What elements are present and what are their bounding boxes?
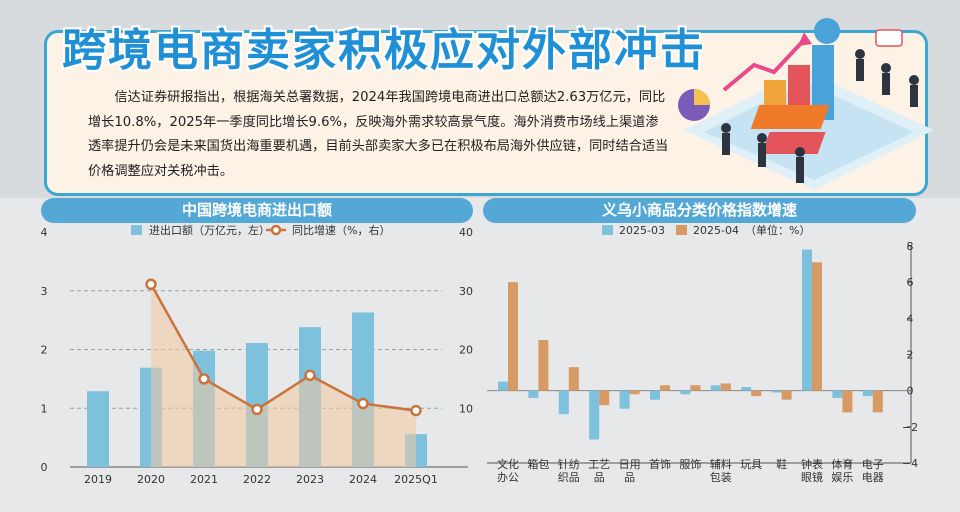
y-tick-label: 6 bbox=[907, 276, 914, 289]
y-tick-label: 4 bbox=[907, 312, 914, 325]
x-tick-label: 辅料 bbox=[710, 457, 732, 471]
left-chart-title: 中国跨境电商进出口额 bbox=[41, 198, 473, 223]
x-tick-label: 2023 bbox=[296, 473, 324, 486]
x-tick-label: 2024 bbox=[349, 473, 377, 486]
growth-point-2024 bbox=[357, 397, 369, 410]
bar-2025-03-体育娱乐 bbox=[832, 390, 843, 398]
bar-2025-03-钟表眼镜 bbox=[802, 249, 812, 391]
bar-2025-03-辅料包装 bbox=[710, 385, 721, 391]
page-title: 跨境电商卖家积极应对外部冲击 bbox=[62, 25, 706, 76]
x-tick-label: 2025Q1 bbox=[394, 473, 438, 486]
x-tick-label: 2019 bbox=[84, 473, 112, 486]
right-chart: 86420−2−4文化办公箱包针纺织品工艺品日用品首饰服饰辅料包装玩具鞋钟表眼镜… bbox=[487, 223, 918, 484]
bar-2019 bbox=[87, 391, 109, 467]
bar-2025-04-针纺织品 bbox=[568, 367, 579, 391]
illus-coins bbox=[814, 18, 840, 44]
y-tick-label: 8 bbox=[907, 240, 914, 253]
growth-point-2020 bbox=[145, 278, 157, 291]
y-left-tick-label: 3 bbox=[41, 285, 48, 298]
bar-2025-04-工艺品 bbox=[599, 390, 610, 406]
bar-2025-04-首饰 bbox=[660, 385, 670, 391]
x-tick-label: 眼镜 bbox=[801, 470, 823, 484]
growth-point-2023 bbox=[304, 369, 316, 382]
legend-swatch-2025-03 bbox=[602, 225, 613, 235]
bar-2025-04-服饰 bbox=[690, 385, 701, 391]
bar-2025-04-玩具 bbox=[751, 390, 762, 397]
intro-paragraph: 信达证券研报指出，根据海关总署数据，2024年我国跨境电商进出口总额达2.63万… bbox=[88, 90, 669, 179]
x-tick-label: 2022 bbox=[243, 473, 271, 486]
legend-label-bar: 进出口额（万亿元，左） bbox=[149, 223, 270, 237]
growth-point-2021 bbox=[198, 373, 210, 385]
bar-2025-03-服饰 bbox=[680, 390, 691, 395]
x-tick-label: 2021 bbox=[190, 473, 218, 486]
x-tick-label: 电子 bbox=[862, 458, 884, 471]
x-tick-label: 娱乐 bbox=[831, 470, 853, 484]
illus-orange-box bbox=[750, 105, 830, 129]
bar-2025-04-钟表眼镜 bbox=[812, 262, 822, 391]
legend-swatch-bar bbox=[131, 225, 142, 235]
bar-2025-03-日用品 bbox=[619, 390, 630, 409]
legend-label-2025-04: 2025-04 bbox=[693, 224, 739, 237]
bar-2025-03-鞋 bbox=[771, 390, 782, 393]
bar-2025-04-日用品 bbox=[629, 390, 640, 395]
growth-line bbox=[149, 283, 417, 412]
bar-2025-03-电子电器 bbox=[862, 390, 873, 397]
illus-people bbox=[721, 49, 919, 183]
x-tick-label: 体育 bbox=[831, 457, 853, 471]
x-tick-label: 品 bbox=[594, 471, 605, 484]
y-right-tick-label: 30 bbox=[459, 285, 473, 298]
x-tick-label: 品 bbox=[624, 471, 635, 484]
illus-chat-bubble bbox=[875, 29, 903, 47]
illus-bar-3 bbox=[812, 45, 834, 120]
x-tick-label: 玩具 bbox=[740, 458, 762, 471]
growth-area bbox=[151, 284, 416, 467]
bar-2025-04-箱包 bbox=[538, 340, 549, 391]
y-tick-label: −2 bbox=[902, 421, 918, 434]
x-tick-label: 工艺 bbox=[588, 458, 610, 471]
bar-2025-03-玩具 bbox=[741, 387, 752, 391]
x-tick-label: 文化 bbox=[497, 457, 519, 471]
y-left-tick-label: 4 bbox=[41, 226, 48, 239]
y-left-tick-label: 0 bbox=[41, 461, 48, 474]
x-tick-label: 电器 bbox=[862, 471, 884, 484]
right-chart-title: 义乌小商品分类价格指数增速 bbox=[483, 198, 916, 223]
bar-2025-04-鞋 bbox=[781, 390, 792, 400]
y-right-tick-label: 40 bbox=[459, 226, 473, 239]
x-tick-label: 2020 bbox=[137, 473, 165, 486]
x-tick-label: 织品 bbox=[558, 471, 580, 484]
x-tick-label: 日用 bbox=[619, 458, 641, 471]
growth-point-2025Q1 bbox=[410, 404, 422, 417]
bar-2025-03-箱包 bbox=[528, 390, 539, 398]
x-tick-label: 服饰 bbox=[679, 457, 701, 471]
y-tick-label: 2 bbox=[907, 349, 914, 362]
y-left-tick-label: 2 bbox=[41, 344, 48, 357]
bar-2025-03-针纺织品 bbox=[558, 390, 569, 415]
x-tick-label: 针纺 bbox=[558, 457, 580, 471]
x-tick-label: 箱包 bbox=[527, 457, 549, 471]
legend-label-line: 同比增速（%，右） bbox=[292, 223, 390, 237]
x-tick-label: 首饰 bbox=[649, 457, 671, 471]
x-tick-label: 钟表 bbox=[801, 457, 823, 471]
x-tick-label: 包装 bbox=[710, 471, 732, 484]
left-chart: 0 1 2 3 4 10 20 30 40 2019 2020 2021 2022 2023 2024 202… bbox=[41, 223, 474, 486]
business-illustration bbox=[678, 18, 934, 190]
bar-2025-04-电子电器 bbox=[872, 390, 883, 413]
bar-2025-04-体育娱乐 bbox=[842, 390, 853, 413]
y-right-tick-label: 20 bbox=[459, 344, 473, 357]
y-left-tick-label: 1 bbox=[41, 402, 48, 415]
legend-swatch-marker bbox=[270, 224, 282, 236]
legend-unit: （单位：%） bbox=[745, 223, 810, 237]
y-right-tick-label: 10 bbox=[459, 402, 473, 415]
x-tick-label: 办公 bbox=[497, 471, 519, 484]
bar-2025-03-文化办公 bbox=[498, 381, 508, 391]
bar-2025-04-辅料包装 bbox=[720, 383, 731, 391]
legend-label-2025-03: 2025-03 bbox=[619, 224, 665, 237]
legend-swatch-2025-04 bbox=[676, 225, 687, 235]
bar-2025-03-首饰 bbox=[650, 390, 660, 400]
bar-2025-03-工艺品 bbox=[589, 390, 600, 440]
bar-2025-04-文化办公 bbox=[508, 282, 518, 391]
x-tick-label: 鞋 bbox=[776, 457, 787, 471]
growth-point-2022 bbox=[251, 403, 263, 416]
